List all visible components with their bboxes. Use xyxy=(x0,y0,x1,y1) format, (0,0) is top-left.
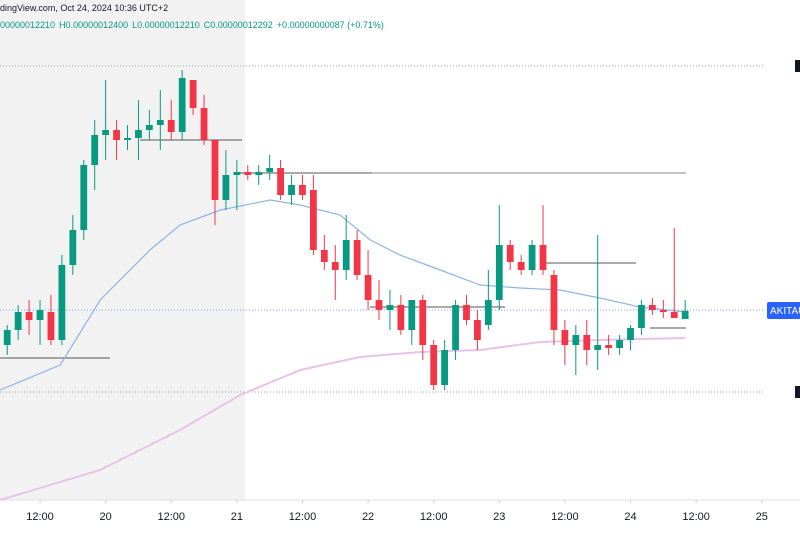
candle-body xyxy=(375,300,383,310)
candle-body xyxy=(364,275,372,300)
candle-body xyxy=(135,130,142,138)
candle-body xyxy=(266,168,274,172)
candle-body xyxy=(594,345,602,350)
candle-body xyxy=(244,172,252,175)
candle-body xyxy=(3,330,11,345)
x-tick-label: 12:00 xyxy=(157,511,185,523)
candle-body xyxy=(156,120,164,125)
candle-body xyxy=(310,190,317,250)
candle-body xyxy=(25,312,33,320)
x-tick-label: 23 xyxy=(493,511,505,523)
quote-item: L0.00000012210 xyxy=(132,20,200,30)
candle-body xyxy=(211,140,219,200)
candle-body xyxy=(299,185,306,195)
candle-body xyxy=(200,108,208,140)
candle-body xyxy=(167,120,175,132)
plot xyxy=(0,70,689,501)
candle-body xyxy=(539,245,547,270)
candle-body xyxy=(255,172,263,175)
candle-body xyxy=(452,305,459,350)
quote-item: 00000012210 xyxy=(0,20,55,30)
candle-body xyxy=(222,175,230,200)
candle-body xyxy=(616,340,623,348)
candle-body xyxy=(463,305,470,320)
moving-average-line xyxy=(0,199,686,391)
candle-body xyxy=(14,312,22,330)
candle-body xyxy=(91,135,99,165)
candle-body xyxy=(277,168,284,195)
session-shade xyxy=(0,0,245,500)
candle-body xyxy=(506,245,514,262)
candle-body xyxy=(58,265,66,340)
candle-body xyxy=(441,350,448,385)
candle-body xyxy=(320,250,328,262)
candle-body xyxy=(342,240,350,270)
candle-body xyxy=(353,240,361,275)
moving-average-line xyxy=(0,337,686,501)
candle-body xyxy=(80,165,88,230)
candle-body xyxy=(189,80,197,108)
candle-body xyxy=(638,305,645,328)
candle-body xyxy=(550,275,558,330)
candle-body xyxy=(69,230,77,265)
axis-marker xyxy=(795,60,800,72)
candle-body xyxy=(145,125,153,130)
candle-body xyxy=(484,300,492,325)
candle-body xyxy=(386,305,394,310)
candle-body xyxy=(517,262,525,270)
candle-body xyxy=(430,345,438,385)
candle-body xyxy=(474,320,481,340)
x-tick-label: 21 xyxy=(231,511,243,523)
x-tick-label: 25 xyxy=(756,511,768,523)
quote-item: +0.00000000087 (+0.71%) xyxy=(277,20,384,30)
candle-body xyxy=(495,245,503,300)
header-text: dingView.com, Oct 24, 2024 10:36 UTC+2 xyxy=(0,3,168,13)
x-tick-label: 20 xyxy=(100,511,112,523)
x-tick-label: 12:00 xyxy=(682,511,710,523)
candle-body xyxy=(419,300,427,345)
quote-line: 00000012210 H0.00000012400 L0.00000012210 C… xyxy=(0,20,384,30)
x-tick-label: 22 xyxy=(362,511,374,523)
candle-body xyxy=(113,130,120,140)
quote-item: H0.00000012400 xyxy=(59,20,128,30)
candle-body xyxy=(583,335,591,350)
candle-body xyxy=(681,310,689,319)
candle-body xyxy=(670,312,678,318)
x-tick-label: 12:00 xyxy=(551,511,579,523)
candle-body xyxy=(605,345,613,348)
candle-body xyxy=(233,172,241,175)
candle-body xyxy=(627,328,634,340)
candle-body xyxy=(288,185,295,195)
candle-body xyxy=(331,262,339,270)
x-tick-label: 12:00 xyxy=(420,511,448,523)
candle-body xyxy=(648,305,656,310)
candle-body xyxy=(178,78,186,132)
candle-body xyxy=(659,310,667,312)
x-tick-label: 12:00 xyxy=(289,511,317,523)
candle-body xyxy=(124,138,131,140)
axis-marker xyxy=(795,386,800,398)
x-tick-label: 24 xyxy=(624,511,636,523)
candle-body xyxy=(397,305,405,330)
quote-item: C0.00000012292 xyxy=(204,20,273,30)
candle-body xyxy=(408,300,416,330)
candle-body xyxy=(102,130,110,135)
candle-body xyxy=(47,312,55,340)
x-tick-label: 12:00 xyxy=(26,511,54,523)
candle-body xyxy=(36,310,44,320)
candle-body xyxy=(572,335,580,345)
symbol-label: AKITAU xyxy=(770,306,800,317)
candle-body xyxy=(528,245,536,270)
symbol-badge xyxy=(767,302,800,319)
candle-body xyxy=(561,330,569,345)
